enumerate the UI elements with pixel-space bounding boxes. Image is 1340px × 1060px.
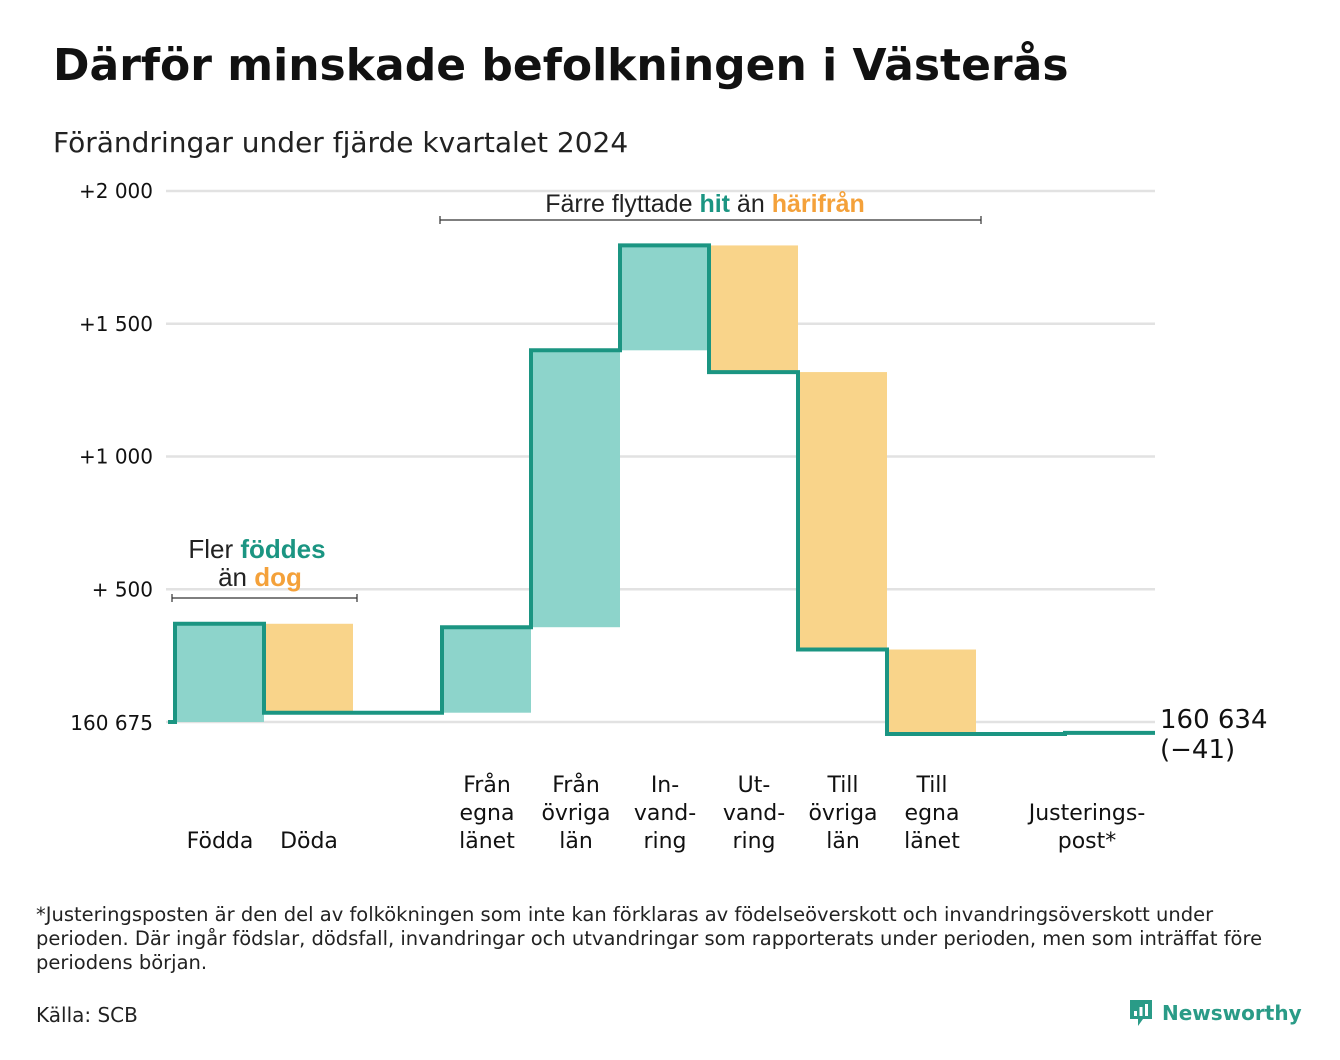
waterfall-bar [531,350,620,628]
waterfall-chart: +2 000 +1 500 +1 000 + 500 160 675 Födda Döda… [70,179,1268,854]
end-value-label: 160 634 (−41) [1160,705,1268,765]
gridlines [166,189,1155,724]
newsworthy-chart-bubble-icon [1130,1000,1152,1026]
waterfall-bar [264,623,353,713]
bars [175,245,976,734]
y-tick-label: +2 000 [79,179,153,203]
x-axis-label: Från övriga län [541,772,610,854]
x-axis-label: Justerings-post* [1027,801,1146,854]
x-axis-label: Till egna länet [904,773,960,854]
annotation-births-line1: Fler föddes [188,534,325,564]
x-axis-label: Till övriga län [808,773,877,854]
source-note: Källa: SCB [36,1003,138,1027]
footnote: *Justeringsposten är den del av folkökni… [36,903,1263,974]
annotation-births-line2: än dog [218,562,302,592]
waterfall-bar [442,627,531,713]
chart-title: Därför minskade befolkningen i Västerås [53,40,1069,91]
x-axis-label: Från egna länet [459,772,515,854]
waterfall-bar [175,623,264,722]
x-axis-labels: Födda Döda Från egna länet Från övriga län In-va… [187,772,1146,854]
x-axis-label: Födda [187,829,254,854]
step-line [168,243,1155,736]
baseline-label: 160 675 [70,711,153,735]
waterfall-bar [887,649,976,734]
x-axis-label: Ut-vand-ring [723,773,785,854]
cumulative-step-line [168,243,1155,736]
chart-subtitle: Förändringar under fjärde kvartalet 2024 [53,126,629,159]
x-axis-label: Döda [280,829,338,854]
y-tick-label: + 500 [92,577,153,601]
waterfall-bar [709,245,798,373]
y-tick-label: +1 000 [79,445,153,469]
newsworthy-logo: Newsworthy [1128,998,1302,1028]
waterfall-bar [798,372,887,650]
annotation-moves: Färre flyttade hit än härifrån [545,190,865,218]
x-axis-label: In-vand-ring [634,773,696,854]
logo-text: Newsworthy [1162,1001,1302,1025]
y-tick-label: +1 500 [79,312,153,336]
waterfall-bar [620,245,709,351]
end-value-text: 160 634 (−41) [1160,705,1268,765]
y-axis-tick-labels: +2 000 +1 500 +1 000 + 500 160 675 [70,179,153,735]
